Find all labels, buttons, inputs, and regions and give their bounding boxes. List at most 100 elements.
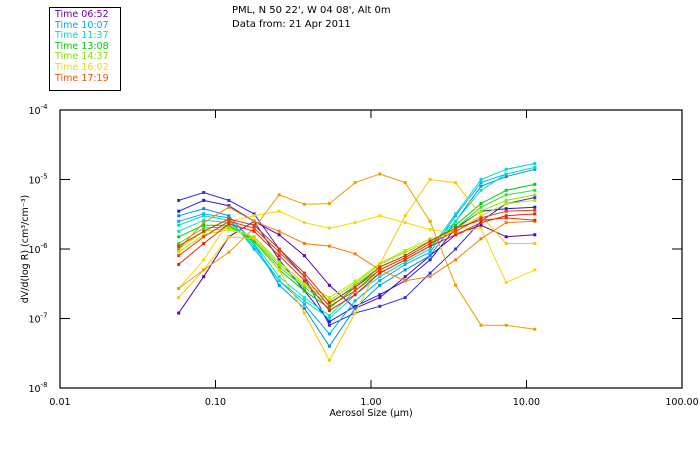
data-point (428, 244, 432, 248)
data-point (202, 191, 206, 194)
data-point (202, 233, 206, 237)
data-point (454, 231, 458, 235)
data-point (454, 212, 458, 216)
legend-entry: Time 11:37 (55, 30, 109, 42)
data-point (454, 226, 458, 230)
data-point (479, 181, 483, 185)
data-point (353, 299, 357, 303)
data-point (202, 235, 206, 239)
y-tick-exponent: -8 (41, 381, 48, 389)
data-point (533, 162, 537, 165)
plot-frame (59, 109, 683, 389)
data-point (327, 323, 331, 327)
data-point (302, 296, 306, 300)
data-point (277, 193, 281, 197)
data-point (252, 235, 256, 239)
legend-entry: Time 14:37 (55, 51, 109, 63)
data-point (252, 226, 256, 230)
data-point (533, 198, 537, 202)
data-point (533, 233, 537, 237)
data-point (177, 250, 181, 254)
data-point (202, 229, 206, 233)
data-point (202, 275, 206, 279)
y-tick-base: 10 (28, 384, 40, 395)
data-point (277, 262, 281, 266)
data-point (252, 247, 256, 251)
x-tick-label: 10.00 (513, 397, 540, 408)
data-point (479, 214, 483, 218)
data-point (403, 260, 407, 264)
data-point (479, 226, 483, 230)
data-point (504, 193, 508, 197)
data-point (378, 279, 382, 283)
data-point (252, 214, 256, 218)
data-point (202, 258, 206, 262)
data-point (378, 262, 382, 266)
data-point (479, 237, 483, 241)
data-point (277, 283, 281, 287)
data-point (378, 214, 382, 218)
y-tick-label: 10-5 (28, 173, 47, 187)
data-point (454, 247, 458, 251)
data-point (353, 181, 357, 185)
data-point (403, 279, 407, 283)
data-point (504, 323, 508, 327)
data-point (277, 233, 281, 237)
data-point (177, 287, 181, 290)
data-point (277, 275, 281, 279)
data-point (177, 229, 181, 233)
data-point (378, 293, 382, 297)
data-point (277, 265, 281, 269)
data-point (327, 296, 331, 300)
data-point (378, 283, 382, 287)
y-tick-label: 10-6 (28, 242, 48, 256)
data-point (227, 205, 231, 209)
data-point (428, 271, 432, 275)
data-point (454, 181, 458, 185)
data-point (403, 181, 407, 185)
data-point (202, 198, 206, 202)
data-point (227, 228, 231, 232)
data-point (353, 304, 357, 308)
data-point (202, 221, 206, 225)
data-point (327, 306, 331, 310)
data-point (533, 167, 537, 171)
legend-entry: Time 16:02 (55, 61, 109, 73)
data-point (504, 242, 508, 245)
legend-entry: Time 17:19 (55, 72, 109, 84)
data-point (302, 306, 306, 310)
data-point (403, 254, 407, 258)
data-point (504, 216, 508, 220)
data-point (533, 182, 537, 186)
data-point (403, 256, 407, 260)
data-point (327, 202, 331, 206)
data-point (252, 239, 256, 243)
data-point (504, 221, 508, 225)
data-point (177, 311, 181, 315)
data-point (302, 281, 306, 285)
data-point (378, 265, 382, 269)
data-point (403, 268, 407, 272)
data-point (533, 165, 537, 169)
data-point (252, 244, 256, 248)
y-tick-exponent: -6 (41, 242, 49, 250)
data-point (353, 285, 357, 289)
data-point (327, 226, 331, 230)
data-point (277, 260, 281, 264)
data-point (327, 304, 331, 308)
y-tick-label: 10-7 (28, 312, 47, 326)
data-point (202, 226, 206, 230)
data-point (533, 208, 537, 212)
data-point (202, 214, 206, 218)
data-point (403, 262, 407, 266)
axes: 0.01 0.10 1.00 10.00 100.0010-410-510-610-71… (28, 103, 698, 408)
data-point (403, 275, 407, 279)
data-point (202, 242, 206, 245)
data-point (533, 188, 537, 192)
data-point (177, 219, 181, 223)
data-point (302, 242, 306, 245)
data-point (227, 198, 231, 202)
data-point (252, 229, 256, 233)
data-point (428, 239, 432, 243)
